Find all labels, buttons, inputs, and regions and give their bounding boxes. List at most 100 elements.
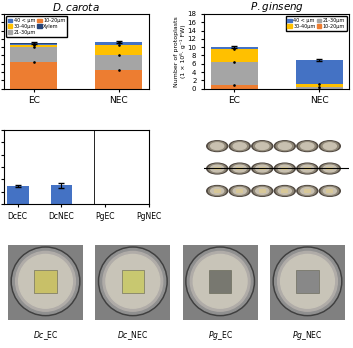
Circle shape — [301, 143, 314, 150]
Circle shape — [252, 163, 273, 174]
Bar — [7, 186, 29, 204]
Circle shape — [209, 164, 226, 173]
Bar — [95, 45, 142, 55]
Circle shape — [211, 143, 224, 150]
FancyBboxPatch shape — [214, 189, 221, 193]
FancyBboxPatch shape — [214, 167, 221, 171]
Bar — [50, 185, 72, 204]
Bar — [10, 47, 57, 62]
Circle shape — [253, 164, 271, 173]
Circle shape — [278, 143, 291, 150]
Bar — [211, 85, 258, 89]
FancyBboxPatch shape — [122, 270, 144, 293]
Circle shape — [252, 185, 273, 196]
FancyBboxPatch shape — [296, 270, 319, 293]
Circle shape — [211, 165, 224, 172]
FancyBboxPatch shape — [34, 270, 57, 293]
Circle shape — [209, 187, 226, 196]
Circle shape — [319, 185, 340, 196]
Circle shape — [231, 187, 249, 196]
Circle shape — [253, 187, 271, 196]
Circle shape — [319, 141, 340, 151]
Circle shape — [276, 187, 293, 196]
Bar — [211, 63, 258, 85]
Circle shape — [274, 185, 295, 196]
Circle shape — [301, 165, 314, 172]
Bar — [95, 70, 142, 89]
Circle shape — [275, 248, 340, 314]
Circle shape — [256, 165, 269, 172]
Circle shape — [323, 143, 336, 150]
Legend: 40 < μm, 30-40μm, 21-30μm, 10-20μm: 40 < μm, 30-40μm, 21-30μm, 10-20μm — [286, 16, 347, 31]
Text: $\it{Pg}$_NEC: $\it{Pg}$_NEC — [292, 329, 323, 342]
Bar — [211, 49, 258, 63]
Circle shape — [281, 254, 334, 308]
Bar — [10, 44, 57, 45]
Circle shape — [276, 164, 293, 173]
Bar — [10, 43, 57, 44]
Circle shape — [209, 142, 226, 151]
Circle shape — [323, 165, 336, 172]
Circle shape — [321, 164, 339, 173]
Legend: 40 < μm, 30-40μm, 21-30μm, 10-20μm, Xylem: 40 < μm, 30-40μm, 21-30μm, 10-20μm, Xyle… — [6, 16, 67, 37]
Circle shape — [229, 141, 250, 151]
Bar — [296, 60, 343, 84]
Circle shape — [297, 163, 318, 174]
Circle shape — [103, 252, 163, 311]
Circle shape — [16, 252, 76, 311]
FancyBboxPatch shape — [326, 167, 334, 171]
FancyBboxPatch shape — [281, 189, 288, 193]
Text: $\it{Dc}$_EC: $\it{Dc}$_EC — [33, 329, 58, 342]
Circle shape — [299, 164, 316, 173]
Circle shape — [256, 143, 269, 150]
Circle shape — [233, 143, 246, 150]
Circle shape — [13, 248, 78, 314]
Circle shape — [321, 187, 339, 196]
Circle shape — [297, 141, 318, 151]
FancyBboxPatch shape — [236, 189, 243, 193]
FancyBboxPatch shape — [259, 167, 266, 171]
Circle shape — [273, 247, 342, 316]
FancyBboxPatch shape — [209, 270, 231, 293]
Circle shape — [193, 254, 247, 308]
Bar — [211, 47, 258, 49]
Circle shape — [299, 187, 316, 196]
Circle shape — [274, 163, 295, 174]
Circle shape — [106, 254, 160, 308]
Circle shape — [274, 141, 295, 151]
Circle shape — [253, 142, 271, 151]
Circle shape — [299, 142, 316, 151]
FancyBboxPatch shape — [259, 189, 266, 193]
Circle shape — [190, 252, 250, 311]
Circle shape — [98, 247, 167, 316]
Circle shape — [11, 247, 80, 316]
Circle shape — [211, 188, 224, 194]
Circle shape — [231, 164, 249, 173]
Bar — [95, 42, 142, 45]
FancyBboxPatch shape — [304, 167, 311, 171]
Text: $\it{Pg}$_EC: $\it{Pg}$_EC — [208, 329, 233, 342]
Bar — [296, 87, 343, 89]
Circle shape — [207, 163, 228, 174]
Circle shape — [207, 185, 228, 196]
Circle shape — [277, 252, 337, 311]
Circle shape — [233, 165, 246, 172]
Circle shape — [207, 141, 228, 151]
Bar — [10, 45, 57, 47]
Bar — [95, 55, 142, 70]
Circle shape — [231, 142, 249, 151]
Circle shape — [321, 142, 339, 151]
Bar — [10, 62, 57, 89]
Text: $\it{Dc}$_NEC: $\it{Dc}$_NEC — [117, 329, 149, 342]
Circle shape — [233, 188, 246, 194]
Y-axis label: Number of protoplasts
(1 × 10⁶· g⁻¹ FW): Number of protoplasts (1 × 10⁶· g⁻¹ FW) — [174, 16, 186, 87]
Circle shape — [100, 248, 166, 314]
Circle shape — [229, 185, 250, 196]
Circle shape — [276, 142, 293, 151]
Bar — [296, 84, 343, 87]
Circle shape — [186, 247, 255, 316]
Circle shape — [278, 165, 291, 172]
FancyBboxPatch shape — [304, 189, 311, 193]
Circle shape — [319, 163, 340, 174]
Circle shape — [256, 188, 269, 194]
